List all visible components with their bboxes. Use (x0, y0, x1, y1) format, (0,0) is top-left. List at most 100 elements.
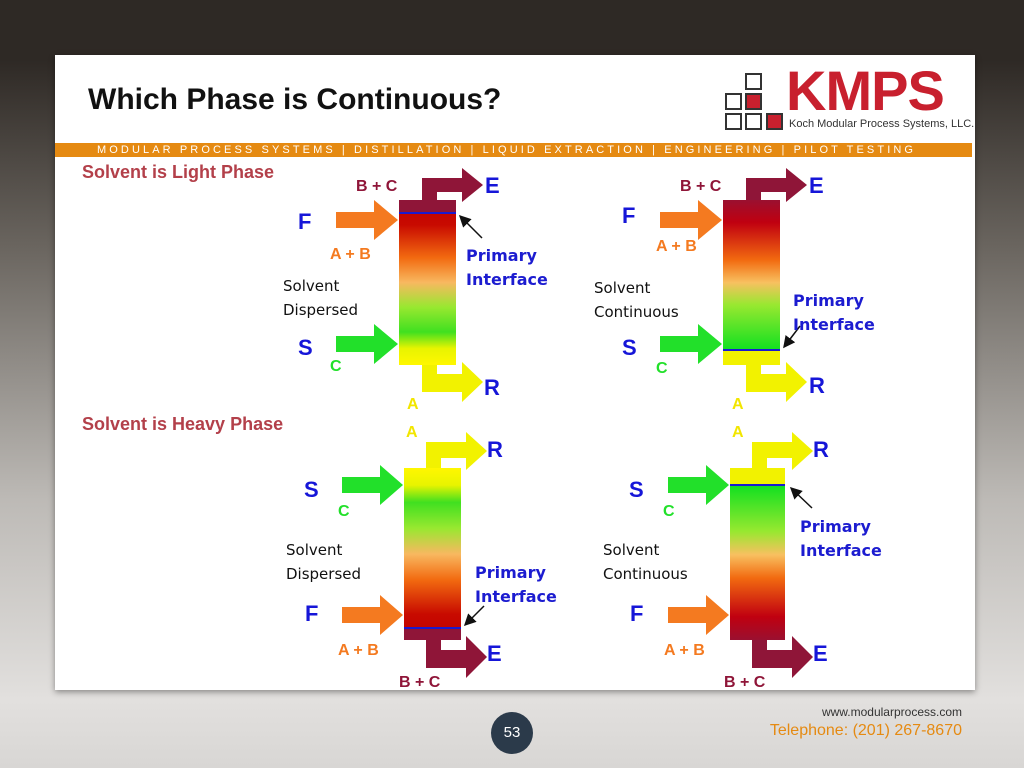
label-c: C (656, 360, 668, 377)
interface-label-line: Interface (475, 587, 557, 606)
interface-label-line: Primary (466, 246, 537, 265)
diagram-heavy-dispersed (342, 432, 487, 678)
label-ab: A + B (664, 642, 705, 659)
label-f: F (630, 601, 644, 626)
extract-arrow (422, 168, 483, 202)
diagram-light-dispersed (336, 168, 483, 402)
interface-pointer (463, 605, 485, 627)
diagram-heavy-continuous (668, 432, 813, 678)
label-e: E (487, 641, 502, 666)
column-cap (404, 628, 461, 640)
label-c: C (330, 358, 342, 375)
solvent-state-line: Solvent (594, 279, 651, 297)
interface-label-line: Interface (800, 541, 882, 560)
label-s: S (629, 477, 644, 502)
extract-arrow (426, 636, 487, 678)
feed-arrow (668, 595, 729, 635)
label-r: R (484, 375, 500, 400)
logo-subtitle: Koch Modular Process Systems, LLC. (789, 118, 975, 130)
column-top (730, 468, 785, 485)
footer-telephone: Telephone: (201) 267-8670 (769, 722, 962, 739)
label-bc: B + C (399, 674, 441, 691)
logo-square (725, 93, 742, 110)
extract-arrow (752, 636, 813, 678)
interface-pointer (789, 486, 813, 509)
raffinate-arrow (426, 432, 487, 470)
solvent-state: Solvent Continuous (594, 276, 679, 324)
solvent-state-line: Continuous (594, 303, 679, 321)
label-s: S (298, 335, 313, 360)
logo-square (766, 113, 783, 130)
label-f: F (622, 203, 636, 228)
label-a: A (732, 396, 744, 413)
diagram-light-continuous (660, 168, 807, 402)
logo-square (745, 113, 762, 130)
column (399, 200, 456, 365)
label-r: R (813, 437, 829, 462)
interface-line (730, 484, 785, 486)
solvent-state-line: Solvent (283, 277, 340, 295)
column-bottom (723, 350, 780, 365)
solvent-state-line: Continuous (603, 565, 688, 583)
solvent-arrow (660, 324, 722, 364)
label-e: E (809, 173, 824, 198)
column (723, 200, 780, 350)
label-ab: A + B (338, 642, 379, 659)
label-e: E (485, 173, 500, 198)
label-s: S (622, 335, 637, 360)
label-a: A (406, 424, 418, 441)
label-f: F (305, 601, 319, 626)
raffinate-arrow (746, 362, 807, 402)
solvent-arrow (342, 465, 403, 505)
label-bc: B + C (680, 178, 722, 195)
logo-name: KMPS (786, 59, 945, 122)
label-ab: A + B (656, 238, 697, 255)
feed-arrow (336, 200, 398, 240)
footer-url: www.modularprocess.com (821, 705, 962, 719)
interface-line (723, 349, 780, 351)
interface-label: Primary Interface (475, 561, 557, 609)
label-bc: B + C (724, 674, 766, 691)
column-cap (399, 200, 456, 213)
extract-arrow (746, 168, 807, 202)
interface-label-line: Interface (466, 270, 548, 289)
interface-label: Primary Interface (800, 515, 882, 563)
solvent-state: Solvent Dispersed (283, 274, 358, 322)
tagline-band: MODULAR PROCESS SYSTEMS | DISTILLATION |… (55, 143, 972, 157)
interface-label-line: Primary (475, 563, 546, 582)
interface-label-line: Interface (793, 315, 875, 334)
label-e: E (813, 641, 828, 666)
slide (55, 55, 975, 690)
page-title: Which Phase is Continuous? (88, 83, 502, 116)
label-r: R (487, 437, 503, 462)
label-c: C (338, 503, 350, 520)
label-a: A (732, 424, 744, 441)
interface-pointer (783, 325, 801, 349)
interface-label: Primary Interface (793, 289, 875, 337)
label-c: C (663, 503, 675, 520)
solvent-state: Solvent Continuous (603, 538, 688, 586)
page-number: 53 (491, 712, 533, 754)
label-ab: A + B (330, 246, 371, 263)
solvent-state-line: Dispersed (286, 565, 362, 583)
interface-line (399, 212, 456, 214)
feed-arrow (342, 595, 403, 635)
raffinate-arrow (422, 362, 483, 402)
interface-label-line: Primary (793, 291, 864, 310)
label-bc: B + C (356, 178, 398, 195)
interface-label: Primary Interface (466, 244, 548, 292)
interface-pointer (458, 214, 483, 239)
section-light-phase: Solvent is Light Phase (82, 162, 275, 182)
logo-square (725, 113, 742, 130)
solvent-state-line: Solvent (286, 541, 343, 559)
solvent-state: Solvent Dispersed (286, 538, 361, 586)
solvent-state-line: Dispersed (283, 301, 359, 319)
solvent-arrow (668, 465, 729, 505)
interface-line (404, 627, 461, 629)
column (730, 485, 785, 640)
label-f: F (298, 209, 312, 234)
logo-square (745, 93, 762, 110)
feed-arrow (660, 200, 722, 240)
section-heavy-phase: Solvent is Heavy Phase (82, 414, 284, 434)
